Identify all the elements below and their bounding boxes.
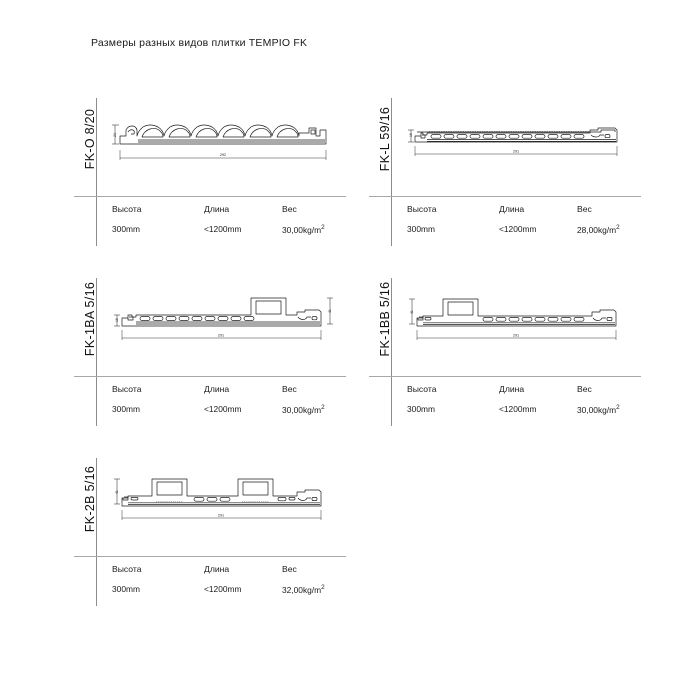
dimension-height-text: 41 bbox=[328, 309, 332, 313]
dimension-height-small-text: 16 bbox=[115, 318, 119, 322]
spec-value-length: <1200mm bbox=[204, 404, 242, 414]
spec-value-length: <1200mm bbox=[499, 404, 537, 414]
spec-table: Высота Длина Вес 300mm <1200mm 30,00kg/m… bbox=[112, 202, 346, 246]
spec-value-height: 300mm bbox=[112, 584, 140, 594]
dimension-length-text: 292 bbox=[220, 153, 226, 157]
spec-value-height: 300mm bbox=[112, 404, 140, 414]
spec-header-row: Высота Длина Вес bbox=[112, 564, 346, 574]
profile-drawing-flat-cells: 16 291 bbox=[407, 106, 635, 192]
spec-table: Высота Длина Вес 300mm <1200mm 30,00kg/m… bbox=[112, 382, 346, 426]
spec-value-height: 300mm bbox=[112, 224, 140, 234]
dimension-height-text: 41 bbox=[410, 310, 414, 314]
dimension-height-text: 41 bbox=[115, 490, 119, 494]
panel-horizontal-rule bbox=[74, 376, 346, 377]
product-label: FK-L 59/16 bbox=[378, 106, 392, 172]
spec-header-row: Высота Длина Вес bbox=[112, 204, 346, 214]
spec-header-height: Высота bbox=[112, 384, 142, 394]
spec-value-length: <1200mm bbox=[204, 584, 242, 594]
panel-vertical-rule bbox=[391, 278, 392, 426]
panel-vertical-rule bbox=[96, 458, 97, 606]
spec-value-weight: 30,00kg/m2 bbox=[282, 224, 325, 235]
spec-header-weight: Вес bbox=[577, 384, 592, 394]
spec-value-weight: 32,00kg/m2 bbox=[282, 584, 325, 595]
dimension-length-text: 291 bbox=[513, 334, 519, 338]
page-title: Размеры разных видов плитки TEMPIO FK bbox=[91, 37, 308, 49]
spec-value-weight: 28,00kg/m2 bbox=[577, 224, 620, 235]
dimension-length-text: 291 bbox=[218, 334, 224, 338]
profile-drawing-one-box-right: 16 41 291 bbox=[112, 286, 340, 372]
spec-value-row: 300mm <1200mm 28,00kg/m2 bbox=[407, 224, 641, 235]
spec-table: Высота Длина Вес 300mm <1200mm 30,00kg/m… bbox=[407, 382, 641, 426]
panel-horizontal-rule bbox=[74, 556, 346, 557]
profile-drawing-wave: 21 292 bbox=[112, 106, 340, 192]
product-label: FK-2B 5/16 bbox=[83, 465, 97, 533]
spec-value-weight: 30,00kg/m2 bbox=[282, 404, 325, 415]
spec-header-row: Высота Длина Вес bbox=[407, 204, 641, 214]
spec-value-length: <1200mm bbox=[204, 224, 242, 234]
spec-header-weight: Вес bbox=[282, 564, 297, 574]
spec-header-length: Длина bbox=[204, 564, 230, 574]
spec-header-length: Длина bbox=[204, 204, 230, 214]
product-panel: FK-O 8/20 bbox=[74, 98, 346, 246]
spec-header-height: Высота bbox=[407, 204, 437, 214]
spec-header-height: Высота bbox=[407, 384, 437, 394]
panel-vertical-rule bbox=[96, 98, 97, 246]
panel-horizontal-rule bbox=[74, 196, 346, 197]
dimension-height-text: 16 bbox=[409, 133, 413, 137]
spec-value-weight: 30,00kg/m2 bbox=[577, 404, 620, 415]
spec-header-length: Длина bbox=[499, 204, 525, 214]
spec-header-weight: Вес bbox=[282, 384, 297, 394]
spec-header-weight: Вес bbox=[282, 204, 297, 214]
profile-drawing-two-box: 41 291 bbox=[112, 466, 340, 552]
spec-header-height: Высота bbox=[112, 564, 142, 574]
product-label: FK-1BB 5/16 bbox=[378, 281, 392, 357]
spec-value-row: 300mm <1200mm 30,00kg/m2 bbox=[112, 404, 346, 415]
spec-header-length: Длина bbox=[499, 384, 525, 394]
spec-value-row: 300mm <1200mm 30,00kg/m2 bbox=[112, 224, 346, 235]
spec-table: Высота Длина Вес 300mm <1200mm 32,00kg/m… bbox=[112, 562, 346, 606]
spec-value-length: <1200mm bbox=[499, 224, 537, 234]
panel-horizontal-rule bbox=[369, 196, 641, 197]
panel-vertical-rule bbox=[96, 278, 97, 426]
spec-table: Высота Длина Вес 300mm <1200mm 28,00kg/m… bbox=[407, 202, 641, 246]
product-panel: FK-2B 5/16 bbox=[74, 458, 346, 606]
spec-value-height: 300mm bbox=[407, 404, 435, 414]
spec-value-row: 300mm <1200mm 32,00kg/m2 bbox=[112, 584, 346, 595]
profile-drawing-one-box-left: 41 291 bbox=[407, 286, 635, 372]
panel-horizontal-rule bbox=[369, 376, 641, 377]
spec-value-height: 300mm bbox=[407, 224, 435, 234]
product-panel: FK-1BA 5/16 bbox=[74, 278, 346, 426]
product-panel: FK-1BB 5/16 bbox=[369, 278, 641, 426]
spec-header-weight: Вес bbox=[577, 204, 592, 214]
spec-header-row: Высота Длина Вес bbox=[112, 384, 346, 394]
product-panel: FK-L 59/16 bbox=[369, 98, 641, 246]
spec-header-height: Высота bbox=[112, 204, 142, 214]
spec-value-row: 300mm <1200mm 30,00kg/m2 bbox=[407, 404, 641, 415]
spec-header-row: Высота Длина Вес bbox=[407, 384, 641, 394]
dimension-length-text: 291 bbox=[218, 514, 224, 518]
product-label: FK-O 8/20 bbox=[83, 108, 97, 170]
panel-vertical-rule bbox=[391, 98, 392, 246]
spec-header-length: Длина bbox=[204, 384, 230, 394]
product-label: FK-1BA 5/16 bbox=[83, 281, 97, 357]
dimension-height-text: 21 bbox=[113, 133, 117, 137]
dimension-length-text: 291 bbox=[513, 150, 519, 154]
